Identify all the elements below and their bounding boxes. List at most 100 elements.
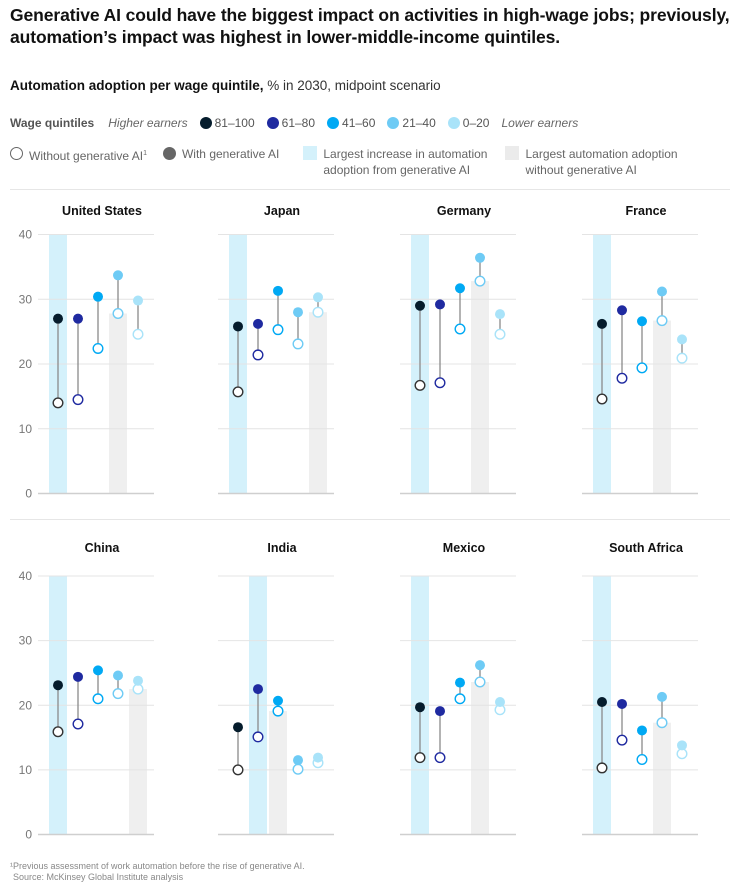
without-genai-point [636, 362, 648, 374]
legend-blue-band: Largest increase in automation adoption f… [303, 146, 487, 178]
with-genai-point [313, 752, 323, 763]
legend-gray-line1: Largest automation adoption [525, 147, 678, 161]
without-genai-point [112, 688, 124, 700]
legend-quintile-label: 41–60 [342, 116, 376, 130]
source-text: Source: McKinsey Global Institute analys… [13, 872, 184, 882]
largest-without-bar [471, 681, 489, 835]
without-genai-point [494, 328, 506, 340]
legend-quintile-label: 21–40 [402, 116, 436, 130]
open-circle-icon [10, 147, 23, 160]
without-genai-point [52, 726, 64, 738]
without-genai-point [616, 372, 628, 384]
panel-title: India [267, 541, 297, 555]
with-genai-point [133, 295, 143, 306]
with-genai-point [53, 680, 63, 691]
without-genai-point [292, 338, 304, 350]
separator-top [10, 189, 730, 190]
legend-gray-bar: Largest automation adoption without gener… [505, 146, 678, 178]
without-genai-point [434, 377, 446, 389]
y-tick-label: 40 [19, 228, 33, 242]
with-genai-point [233, 321, 243, 332]
panel-title: China [84, 541, 120, 555]
y-tick-label: 20 [19, 698, 33, 712]
panel-title: France [625, 204, 667, 218]
y-tick-label: 0 [25, 828, 32, 842]
without-genai-point [616, 734, 628, 746]
legend-quintile-label: 0–20 [462, 116, 490, 130]
with-genai-point [415, 300, 425, 311]
with-genai-point [495, 697, 505, 708]
with-genai-point [253, 318, 263, 329]
footnote-text: ¹Previous assessment of work automation … [10, 861, 305, 871]
chart-title: Generative AI could have the biggest imp… [10, 5, 730, 47]
blue-swatch-icon [303, 146, 318, 160]
with-genai-point [677, 334, 687, 345]
with-genai-point [53, 313, 63, 324]
without-genai-point [414, 752, 426, 764]
without-genai-point [312, 306, 324, 318]
without-genai-point [596, 762, 608, 774]
legend-dot-icon [387, 117, 400, 129]
panel-title: Germany [436, 204, 492, 218]
y-tick-label: 40 [19, 569, 33, 583]
without-genai-point [132, 683, 144, 695]
with-genai-point [475, 252, 485, 263]
subtitle-rest: % in 2030, midpoint scenario [263, 78, 441, 93]
without-genai-point [434, 752, 446, 764]
without-genai-point [414, 379, 426, 391]
panel-title: Mexico [442, 541, 486, 555]
legend-dot-icon [447, 117, 460, 129]
y-tick-label: 10 [19, 422, 33, 436]
without-genai-point [92, 693, 104, 705]
without-genai-point [272, 705, 284, 717]
legend-blue-line1: Largest increase in automation [323, 147, 488, 161]
without-genai-point [232, 764, 244, 776]
legend-quintile-0-20: 0–20 [447, 116, 490, 130]
with-genai-point [93, 291, 103, 302]
with-genai-point [657, 286, 667, 297]
legend-dot-icon [266, 117, 279, 129]
without-genai-point [596, 393, 608, 405]
without-genai-point [676, 352, 688, 364]
y-tick-label: 30 [19, 634, 33, 648]
y-tick-label: 30 [19, 292, 33, 306]
largest-without-bar [109, 313, 127, 494]
footnote: ¹Previous assessment of work automation … [10, 861, 305, 883]
legend-quintile-41-60: 41–60 [327, 116, 375, 130]
legend-quintile-61-80: 61–80 [266, 116, 315, 130]
with-genai-point [435, 299, 445, 310]
legend-markers: Without generative AI1 With generative A… [10, 146, 694, 178]
legend-wage-label: Wage quintiles [10, 116, 95, 130]
y-tick-label: 0 [25, 487, 32, 501]
with-genai-point [435, 706, 445, 717]
with-genai-point [637, 725, 647, 736]
panel-title: Japan [263, 204, 301, 218]
y-tick-label: 20 [19, 357, 33, 371]
with-genai-point [273, 695, 283, 706]
legend-without-text: Without generative AI [29, 149, 144, 163]
without-genai-point [454, 323, 466, 335]
gray-swatch-icon [505, 146, 520, 160]
with-genai-point [113, 670, 123, 681]
legend-gray-line2: without generative AI [525, 163, 637, 177]
without-genai-point [474, 676, 486, 688]
separator-middle [10, 519, 730, 520]
without-genai-point [72, 394, 84, 406]
without-genai-point [272, 324, 284, 336]
legend-with-genai: With generative AI [162, 146, 279, 162]
legend-without-label: Without generative AI1 [29, 146, 147, 164]
without-genai-point [252, 349, 264, 361]
without-genai-point [72, 718, 84, 730]
with-genai-point [273, 285, 283, 296]
without-genai-point [676, 748, 688, 760]
without-genai-point [292, 763, 304, 775]
without-genai-point [474, 275, 486, 287]
with-genai-point [455, 283, 465, 294]
with-genai-point [73, 671, 83, 682]
with-genai-point [93, 665, 103, 676]
legend-gray-bar-label: Largest automation adoption without gener… [525, 146, 677, 178]
panel-title: United States [62, 204, 142, 218]
largest-without-bar [653, 722, 671, 835]
without-genai-point [656, 717, 668, 729]
with-genai-point [597, 697, 607, 708]
